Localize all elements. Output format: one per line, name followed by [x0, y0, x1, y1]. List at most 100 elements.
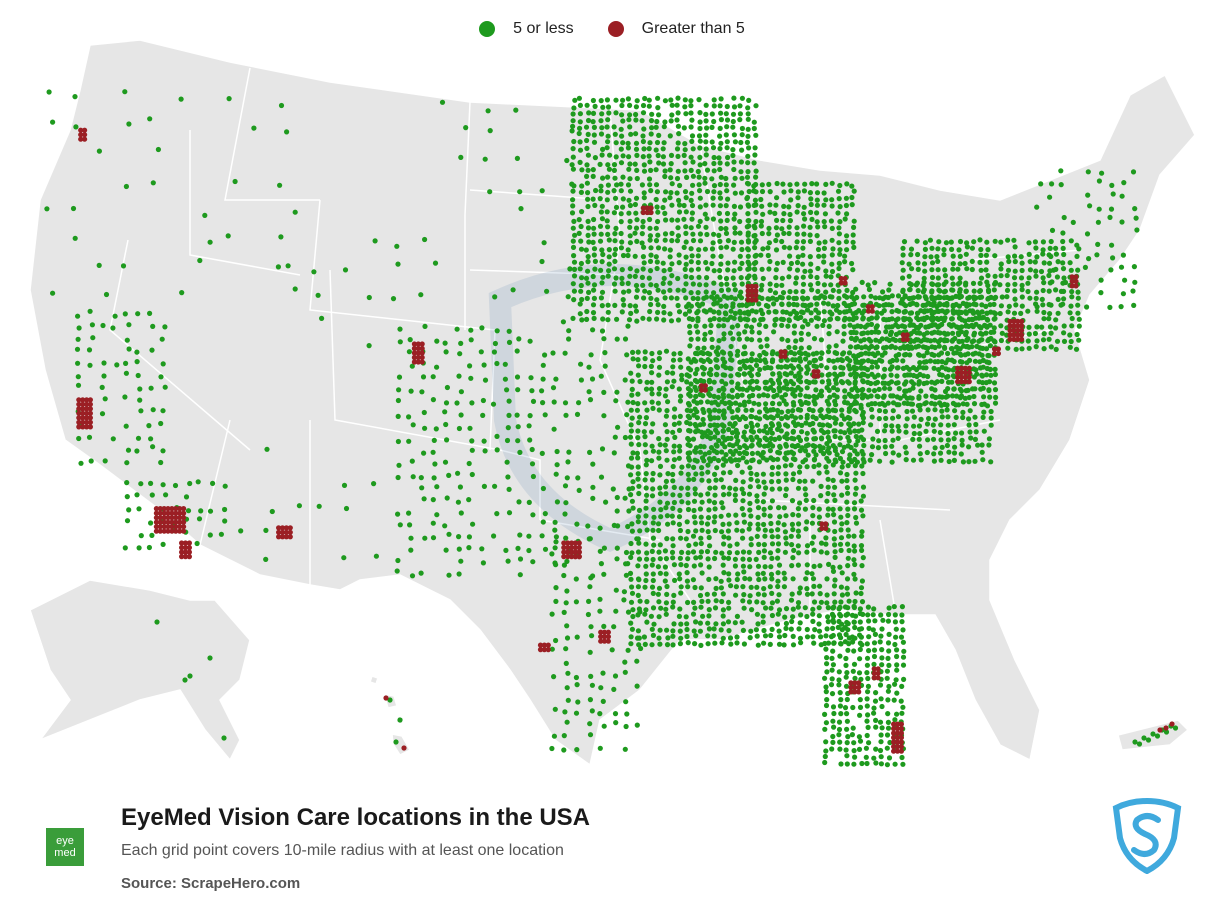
- grid-point-low: [854, 459, 861, 465]
- grid-point-low: [781, 189, 787, 195]
- grid-point-high: [745, 288, 751, 294]
- grid-point-high: [958, 370, 965, 376]
- grid-point-low: [396, 374, 403, 380]
- grid-point-low: [687, 421, 693, 427]
- grid-point-low: [775, 471, 781, 477]
- grid-point-low: [611, 167, 618, 173]
- grid-point-low: [823, 197, 829, 203]
- grid-point-low: [688, 154, 694, 160]
- grid-point-low: [602, 363, 608, 369]
- grid-point-low: [675, 317, 682, 323]
- grid-point-low: [662, 237, 668, 243]
- grid-point-low: [872, 631, 879, 638]
- grid-point-low: [162, 384, 168, 390]
- grid-point-low: [769, 555, 775, 562]
- grid-point-high: [161, 515, 167, 521]
- grid-point-high: [1069, 283, 1075, 289]
- grid-point-low: [823, 464, 829, 470]
- grid-point-low: [977, 237, 983, 243]
- grid-point-low: [601, 336, 607, 342]
- grid-point-low: [676, 514, 683, 520]
- grid-point-low: [754, 584, 760, 590]
- grid-point-low: [1048, 330, 1054, 336]
- grid-point-low: [601, 723, 607, 729]
- grid-point-low: [929, 311, 935, 317]
- grid-point-low: [695, 290, 701, 296]
- grid-point-low: [968, 435, 974, 441]
- grid-point-low: [827, 423, 833, 429]
- grid-point-low: [782, 632, 788, 639]
- grid-point-low: [690, 173, 697, 179]
- grid-point-low: [693, 387, 699, 393]
- grid-point-low: [675, 275, 681, 282]
- grid-point-low: [650, 571, 656, 577]
- grid-point-high: [182, 540, 189, 546]
- grid-point-low: [702, 430, 708, 436]
- grid-point-low: [702, 161, 708, 167]
- grid-point-low: [734, 392, 741, 398]
- grid-point-low: [613, 110, 619, 116]
- grid-point-low: [667, 266, 673, 273]
- grid-point-low: [443, 547, 449, 553]
- grid-point-low: [584, 316, 590, 322]
- grid-point-low: [158, 420, 164, 427]
- grid-point-high: [1073, 278, 1079, 284]
- grid-point-low: [716, 437, 722, 444]
- grid-point-low: [915, 310, 921, 316]
- grid-point-low: [656, 549, 662, 555]
- grid-point-low: [649, 399, 655, 405]
- grid-point-low: [846, 438, 852, 444]
- grid-point-low: [949, 316, 955, 322]
- grid-point-low: [605, 133, 611, 139]
- grid-point-low: [577, 301, 583, 307]
- grid-point-low: [688, 259, 694, 265]
- grid-point-low: [604, 124, 610, 130]
- grid-point-low: [821, 245, 828, 251]
- grid-point-low: [599, 259, 605, 265]
- grid-point-low: [641, 146, 647, 152]
- grid-point-low: [977, 288, 983, 294]
- grid-point-low: [756, 409, 763, 415]
- grid-point-low: [887, 359, 893, 365]
- grid-point-low: [551, 733, 558, 739]
- grid-point-low: [138, 408, 144, 414]
- grid-point-low: [878, 633, 884, 639]
- grid-point-low: [1074, 331, 1080, 338]
- grid-point-high: [157, 524, 163, 530]
- grid-point-low: [932, 445, 938, 451]
- grid-point-low: [1005, 237, 1011, 243]
- grid-point-low: [902, 372, 908, 378]
- grid-point-low: [839, 357, 846, 364]
- grid-point-low: [711, 519, 717, 525]
- grid-point-low: [697, 282, 703, 288]
- grid-point-low: [606, 110, 612, 116]
- grid-point-low: [628, 370, 634, 376]
- grid-point-low: [964, 240, 970, 246]
- grid-point-low: [832, 577, 838, 583]
- land-layer: [29, 40, 1196, 767]
- grid-point-low: [805, 442, 811, 448]
- grid-point-low: [185, 508, 192, 514]
- grid-point-high: [576, 540, 582, 546]
- grid-point-low: [731, 216, 737, 222]
- grid-point-low: [924, 350, 930, 356]
- grid-point-low: [714, 357, 720, 363]
- grid-point-low: [635, 401, 641, 407]
- grid-point-low: [162, 324, 168, 330]
- grid-point-low: [649, 350, 655, 357]
- grid-point-low: [1061, 214, 1067, 221]
- grid-point-low: [753, 132, 759, 138]
- grid-point-low: [717, 146, 723, 152]
- grid-point-low: [741, 429, 748, 435]
- grid-point-low: [1061, 251, 1067, 258]
- grid-point-low: [808, 273, 814, 280]
- grid-point-low: [852, 548, 858, 554]
- grid-point-low: [746, 261, 752, 267]
- grid-point-low: [657, 641, 663, 647]
- grid-point-low: [957, 325, 963, 331]
- grid-point-low: [811, 497, 817, 504]
- grid-point-low: [570, 315, 576, 321]
- grid-point-low: [625, 96, 632, 102]
- grid-point-low: [835, 210, 841, 216]
- grid-point-low: [591, 282, 598, 288]
